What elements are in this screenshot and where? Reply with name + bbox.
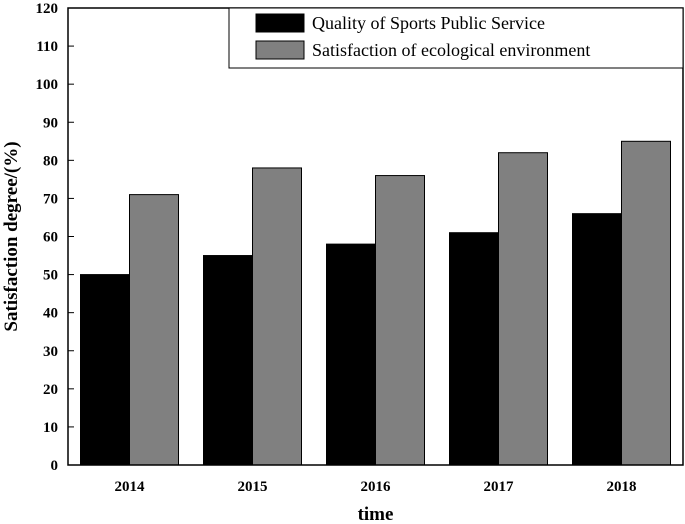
bar-ecological-2014 [129, 194, 179, 466]
bar-ecological-2016 [375, 175, 425, 466]
x-axis-title: time [358, 504, 394, 524]
legend-swatch-quality-sports [255, 13, 305, 33]
bar-ecological-2015 [252, 167, 302, 466]
legend-label-ecological: Satisfaction of ecological environment [312, 40, 590, 60]
bar-ecological-2018 [621, 140, 671, 466]
bar-quality-sports-2014 [80, 274, 130, 466]
x-tick-label-2014: 2014 [115, 479, 146, 495]
x-axis-ticks: 2014 2015 2016 2017 2018 [115, 459, 637, 495]
legend-box [228, 7, 684, 69]
y-tick-label-30: 30 [43, 344, 58, 360]
y-axis-ticks: 0 10 20 30 40 50 60 70 80 90 100 110 120 [36, 1, 74, 474]
x-tick-label-2016: 2016 [361, 479, 392, 495]
y-tick-label-120: 120 [36, 1, 59, 17]
bar-quality-sports-2017 [449, 232, 499, 466]
legend-swatch-ecological [255, 40, 305, 60]
y-tick-label-70: 70 [43, 191, 58, 207]
y-tick-label-110: 110 [36, 39, 58, 55]
y-tick-label-40: 40 [43, 306, 58, 322]
y-tick-label-90: 90 [43, 115, 58, 131]
bar-ecological-2017 [498, 152, 548, 466]
y-axis-title: Satisfaction degree/(%) [1, 141, 22, 331]
bars-group [80, 140, 671, 466]
y-tick-label-0: 0 [51, 458, 59, 474]
bar-quality-sports-2015 [203, 255, 253, 466]
x-tick-label-2017: 2017 [484, 479, 515, 495]
y-tick-label-20: 20 [43, 382, 58, 398]
legend: Quality of Sports Public Service Satisfa… [228, 7, 684, 69]
y-tick-label-50: 50 [43, 268, 58, 284]
bar-quality-sports-2016 [326, 243, 376, 466]
legend-label-quality-sports: Quality of Sports Public Service [312, 13, 545, 33]
y-tick-label-80: 80 [43, 153, 58, 169]
bar-quality-sports-2018 [572, 213, 622, 466]
x-tick-label-2015: 2015 [238, 479, 268, 495]
x-tick-label-2018: 2018 [607, 479, 637, 495]
y-tick-label-60: 60 [43, 230, 58, 246]
y-tick-label-100: 100 [36, 77, 59, 93]
y-tick-label-10: 10 [43, 420, 58, 436]
